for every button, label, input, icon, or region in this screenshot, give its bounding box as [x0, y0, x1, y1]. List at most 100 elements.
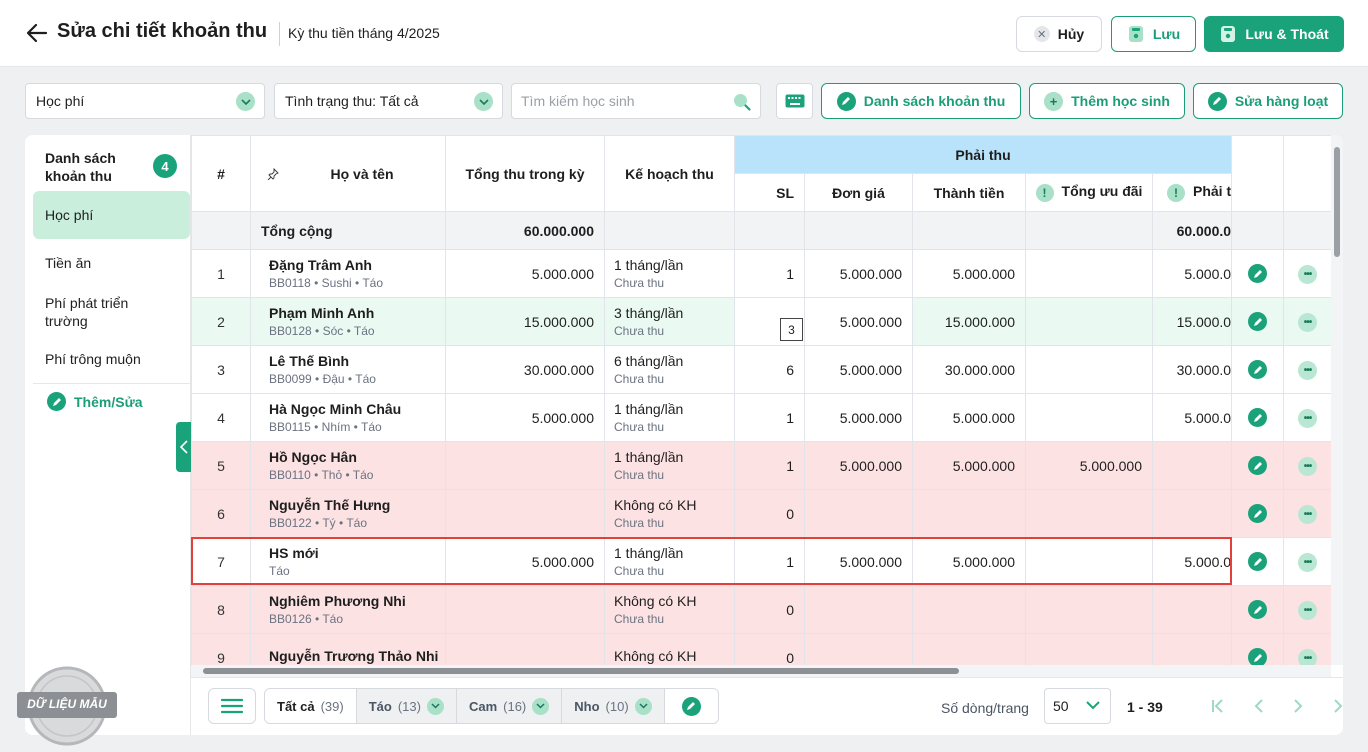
pencil-icon[interactable]	[1248, 456, 1268, 475]
more-icon[interactable]: •••	[1298, 552, 1318, 572]
scroll-thumb[interactable]	[203, 668, 959, 674]
vertical-scrollbar[interactable]	[1331, 135, 1343, 665]
unit-price-cell[interactable]: 5.000.000	[804, 297, 913, 346]
plan-cell[interactable]: 1 tháng/lần Chưa thu	[604, 537, 735, 586]
status-select[interactable]: Tình trạng thu: Tất cả	[274, 83, 503, 119]
plan-cell[interactable]: Không có KH	[604, 633, 735, 665]
unit-price-cell[interactable]: 5.000.000	[804, 537, 913, 586]
tab-nho[interactable]: Nho (10)	[562, 689, 665, 723]
table-row[interactable]: 8 Nghiêm Phương Nhi BB0126 • Táo Không có K…	[191, 585, 1331, 634]
last-page-icon[interactable]	[1330, 697, 1343, 715]
unit-price-cell[interactable]: 5.000.000	[804, 393, 913, 442]
unit-price-cell[interactable]	[804, 585, 913, 634]
qty-cell[interactable]: 6	[734, 345, 805, 394]
more-icon[interactable]: •••	[1298, 504, 1318, 524]
cancel-button[interactable]: ✕ Hủy	[1016, 16, 1102, 52]
pencil-icon[interactable]	[1248, 504, 1268, 523]
prev-page-icon[interactable]	[1250, 697, 1268, 715]
plan-cell[interactable]: Không có KH Chưa thu	[604, 585, 735, 634]
qty-cell[interactable]: 1	[734, 393, 805, 442]
sidebar-item-hoc-phi[interactable]: Học phí	[33, 191, 190, 239]
table-row[interactable]: 2 Phạm Minh Anh BB0128 • Sóc • Táo 15.000.0…	[191, 297, 1331, 346]
more-icon[interactable]: •••	[1298, 312, 1318, 332]
next-page-icon[interactable]	[1289, 697, 1307, 715]
horizontal-scrollbar[interactable]	[191, 665, 1331, 677]
save-exit-button[interactable]: Lưu & Thoát	[1204, 16, 1344, 52]
col-header-name[interactable]: Họ và tên	[250, 135, 446, 212]
plan-cell[interactable]: 6 tháng/lần Chưa thu	[604, 345, 735, 394]
pencil-icon[interactable]	[1248, 312, 1268, 331]
pencil-icon[interactable]	[1248, 408, 1268, 427]
sidebar-edit-button[interactable]: Thêm/Sửa	[47, 392, 143, 411]
save-button[interactable]: Lưu	[1111, 16, 1196, 52]
chevron-down-icon[interactable]	[532, 697, 550, 715]
unit-price-cell[interactable]: 5.000.000	[804, 441, 913, 490]
unit-price-cell[interactable]: 5.000.000	[804, 249, 913, 298]
tab-edit-button[interactable]	[664, 689, 718, 723]
qty-cell[interactable]: 0	[734, 633, 805, 665]
add-student-button[interactable]: + Thêm học sinh	[1029, 83, 1185, 119]
table-row[interactable]: 4 Hà Ngọc Minh Châu BB0115 • Nhím • Táo 5.0…	[191, 393, 1331, 442]
collapse-sidebar-button[interactable]	[176, 422, 192, 472]
qty-cell[interactable]: 0	[734, 489, 805, 538]
bulk-edit-button[interactable]: Sửa hàng loạt	[1193, 83, 1343, 119]
pin-icon[interactable]	[267, 167, 279, 180]
table-row[interactable]: 7 HS mới Táo 5.000.000 1 tháng/lần Chưa thu 1 5…	[191, 537, 1331, 586]
plan-cell[interactable]: Không có KH Chưa thu	[604, 489, 735, 538]
more-icon[interactable]: •••	[1298, 408, 1318, 428]
unit-price-cell[interactable]	[804, 489, 913, 538]
chevron-down-icon[interactable]	[426, 697, 444, 715]
table-row[interactable]: 3 Lê Thế Bình BB0099 • Đậu • Táo 30.000.000…	[191, 345, 1331, 394]
menu-button[interactable]	[208, 688, 256, 724]
qty-edit-input[interactable]: 3	[780, 318, 803, 341]
qty-cell[interactable]: 1	[734, 441, 805, 490]
unit-price-cell[interactable]	[804, 633, 913, 665]
sidebar-item-tien-an[interactable]: Tiền ăn	[33, 243, 190, 283]
pencil-icon[interactable]	[1248, 360, 1268, 379]
qty-cell[interactable]: 1	[734, 537, 805, 586]
payable-cell	[1151, 585, 1233, 634]
plan-cell[interactable]: 1 tháng/lần Chưa thu	[604, 249, 735, 298]
warning-icon[interactable]: !	[1035, 183, 1054, 202]
more-icon[interactable]: •••	[1298, 264, 1318, 284]
fee-select[interactable]: Học phí	[25, 83, 265, 119]
plan-cell[interactable]: 3 tháng/lần Chưa thu	[604, 297, 735, 346]
sidebar-item-phi-phat-trien[interactable]: Phí phát triển trường	[33, 289, 163, 335]
more-icon[interactable]: •••	[1298, 600, 1318, 620]
unit-price-cell[interactable]: 5.000.000	[804, 345, 913, 394]
col-header-discount: ! Tổng ưu đãi	[1025, 173, 1153, 212]
plan-cell[interactable]: 1 tháng/lần Chưa thu	[604, 441, 735, 490]
keyboard-button[interactable]	[776, 83, 813, 119]
more-icon[interactable]: •••	[1298, 360, 1318, 380]
more-icon[interactable]: •••	[1298, 456, 1318, 476]
tab-all[interactable]: Tất cả (39)	[265, 689, 357, 723]
qty-cell[interactable]: 0	[734, 585, 805, 634]
rows-per-page-select[interactable]: 50	[1044, 688, 1111, 724]
pencil-icon[interactable]	[1248, 648, 1268, 665]
qty-cell[interactable]: 1	[734, 249, 805, 298]
pencil-icon[interactable]	[1248, 600, 1268, 619]
more-icon[interactable]: •••	[1298, 648, 1318, 665]
fee-list-button[interactable]: Danh sách khoản thu	[821, 83, 1021, 119]
scroll-thumb[interactable]	[1334, 147, 1340, 257]
sidebar-item-phi-trong-muon[interactable]: Phí trông muộn	[33, 340, 190, 378]
chevron-down-icon[interactable]	[634, 697, 652, 715]
tab-tao[interactable]: Táo (13)	[357, 689, 457, 723]
first-page-icon[interactable]	[1209, 697, 1227, 715]
search-icon[interactable]	[732, 92, 752, 112]
total-row: Tổng cộng 60.000.000 60.000.0	[191, 211, 1331, 250]
col-header-payable-label: Phải t	[1193, 183, 1232, 200]
table-row[interactable]: 5 Hồ Ngọc Hân BB0110 • Thỏ • Táo 1 tháng/lầ…	[191, 441, 1331, 490]
table-row[interactable]: 6 Nguyễn Thế Hưng BB0122 • Tý • Táo Không c…	[191, 489, 1331, 538]
search-input[interactable]	[512, 84, 722, 118]
edit-row-cell	[1231, 585, 1285, 634]
pencil-icon[interactable]	[1248, 552, 1268, 571]
back-arrow-icon[interactable]	[24, 20, 50, 46]
plan-cell[interactable]: 1 tháng/lần Chưa thu	[604, 393, 735, 442]
table-row[interactable]: 1 Đặng Trâm Anh BB0118 • Sushi • Táo 5.000.…	[191, 249, 1331, 298]
tab-cam[interactable]: Cam (16)	[457, 689, 563, 723]
warning-icon[interactable]: !	[1167, 183, 1185, 202]
pencil-icon[interactable]	[1248, 264, 1268, 283]
table-row[interactable]: 9 Nguyễn Trương Thảo Nhi Không có KH 0 •••	[191, 633, 1331, 665]
tab-label: Tất cả	[277, 698, 315, 714]
